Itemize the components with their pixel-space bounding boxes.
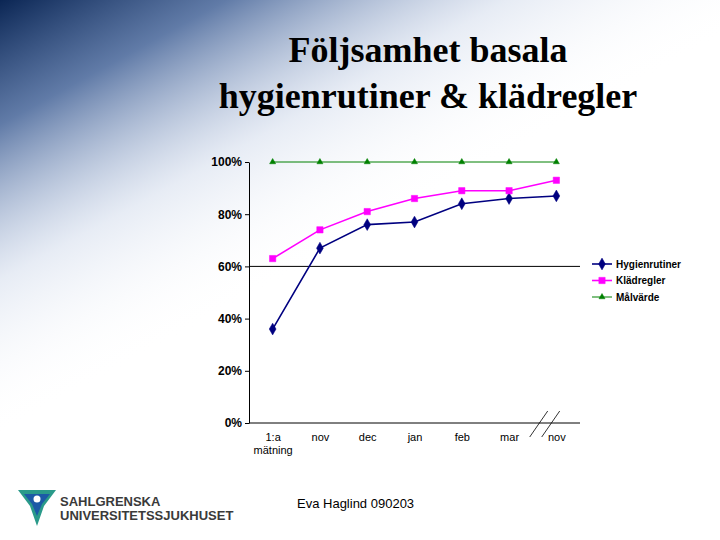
legend-marker — [599, 258, 606, 270]
series-marker — [506, 158, 512, 163]
y-tick-label: 40% — [218, 312, 242, 326]
series-marker — [506, 188, 512, 194]
logo-text: SAHLGRENSKA — [60, 494, 161, 509]
x-tick: 1:amätning — [254, 423, 293, 456]
x-tick-label: 1:amätning — [254, 431, 293, 456]
logo-text: UNIVERSITETSSJUKHUSET — [60, 508, 233, 523]
x-tick: mar — [500, 423, 519, 443]
y-tick-mark — [245, 214, 249, 215]
y-tick-mark — [245, 319, 249, 320]
y-tick: 0% — [225, 416, 249, 430]
y-tick-label: 80% — [218, 208, 242, 222]
y-tick: 40% — [218, 312, 249, 326]
legend-marker — [599, 277, 605, 283]
y-tick: 20% — [218, 364, 249, 378]
series-marker — [459, 188, 465, 194]
series-marker — [411, 158, 417, 163]
y-axis: 0% 20% 40% 60% 80% 100% — [211, 155, 249, 430]
y-tick-mark — [245, 266, 249, 267]
series-marker — [364, 208, 370, 214]
x-axis-line — [249, 423, 580, 424]
x-tick-label: mar — [500, 431, 519, 443]
legend-label: Målvärde — [616, 292, 660, 303]
legend-marker — [599, 293, 605, 298]
y-tick: 100% — [211, 155, 249, 169]
y-tick: 80% — [218, 208, 249, 222]
axis-break — [530, 411, 560, 437]
background-gradient — [0, 0, 720, 540]
x-axis: 1:amätning nov dec jan feb mar nov — [249, 423, 580, 456]
title-line: Följsamhet basala — [289, 30, 568, 70]
x-tick-label: jan — [407, 431, 423, 443]
legend: Hygienrutiner Klädregler Målvärde — [592, 258, 681, 302]
logo-shape — [24, 494, 50, 516]
series-marker — [317, 158, 323, 163]
y-tick-label: 60% — [218, 260, 242, 274]
reference-line — [249, 266, 580, 267]
series-marker — [411, 195, 417, 201]
y-tick-mark — [245, 423, 249, 424]
legend-label: Hygienrutiner — [616, 259, 681, 270]
series-marker — [459, 158, 465, 163]
y-tick-label: 0% — [225, 416, 243, 430]
series-marker — [317, 227, 323, 233]
legend-item: Hygienrutiner — [592, 258, 681, 270]
break-mark — [542, 411, 560, 437]
y-tick: 60% — [218, 260, 249, 274]
x-tick: dec — [359, 423, 377, 443]
footer: Eva Haglind 090203 — [297, 496, 414, 511]
x-tick: nov — [312, 423, 330, 443]
background — [0, 0, 720, 540]
series-marker — [364, 219, 371, 231]
title: Följsamhet basala hygienrutiner & klädreg… — [219, 30, 638, 116]
y-tick-label: 100% — [211, 155, 242, 169]
logo-shape — [18, 490, 56, 526]
series-marker — [506, 193, 513, 205]
y-axis-line — [249, 163, 250, 424]
legend-item: Målvärde — [592, 292, 660, 303]
legend-item: Klädregler — [592, 275, 666, 286]
y-tick-label: 20% — [218, 364, 242, 378]
series-marker — [553, 158, 559, 163]
x-tick-label: feb — [455, 431, 470, 443]
y-tick-mark — [245, 162, 249, 163]
series-marker — [364, 158, 370, 163]
series-line — [273, 180, 557, 258]
series-marker — [458, 198, 465, 210]
series-marker — [553, 190, 560, 202]
legend-label: Klädregler — [616, 275, 666, 286]
series-marker — [553, 177, 559, 183]
logo: SAHLGRENSKAUNIVERSITETSSJUKHUSET — [18, 490, 233, 526]
series-marker — [317, 242, 324, 254]
x-tick-label: dec — [359, 431, 377, 443]
x-tick: nov — [548, 423, 566, 443]
x-tick: feb — [455, 423, 470, 443]
slide: Följsamhet basala hygienrutiner & klädreg… — [0, 0, 720, 540]
title-line: hygienrutiner & klädregler — [219, 76, 638, 116]
series-marker — [411, 216, 418, 228]
x-tick-label: nov — [548, 431, 566, 443]
series-marker — [270, 158, 276, 163]
series-marker — [269, 255, 275, 261]
logo-shape — [34, 496, 41, 503]
break-mark — [530, 411, 548, 437]
series-line — [273, 196, 557, 329]
plot-area — [249, 158, 580, 334]
y-tick-mark — [245, 371, 249, 372]
series-marker — [269, 323, 276, 335]
x-tick-label: nov — [312, 431, 330, 443]
x-tick: jan — [407, 423, 423, 443]
